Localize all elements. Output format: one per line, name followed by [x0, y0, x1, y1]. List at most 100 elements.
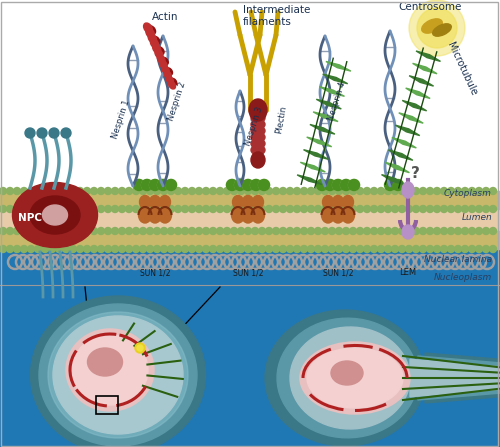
- Circle shape: [406, 228, 412, 235]
- Circle shape: [406, 187, 412, 194]
- Text: Nesprin 4: Nesprin 4: [326, 81, 347, 122]
- Circle shape: [392, 180, 404, 190]
- Circle shape: [137, 345, 143, 351]
- Ellipse shape: [42, 205, 68, 225]
- Ellipse shape: [300, 342, 410, 414]
- Circle shape: [230, 228, 237, 235]
- Circle shape: [76, 187, 84, 194]
- Circle shape: [350, 245, 356, 253]
- Ellipse shape: [162, 58, 168, 65]
- Circle shape: [104, 187, 112, 194]
- Circle shape: [252, 245, 258, 253]
- Circle shape: [370, 245, 378, 253]
- Polygon shape: [402, 101, 426, 111]
- Circle shape: [308, 245, 314, 253]
- Circle shape: [62, 187, 70, 194]
- Circle shape: [56, 245, 62, 253]
- Circle shape: [20, 245, 28, 253]
- Ellipse shape: [158, 207, 172, 223]
- Circle shape: [336, 245, 342, 253]
- Circle shape: [6, 187, 14, 194]
- Circle shape: [364, 187, 370, 194]
- Bar: [0, 191, 500, 209]
- Circle shape: [322, 245, 328, 253]
- Circle shape: [166, 180, 176, 190]
- Circle shape: [412, 245, 420, 253]
- Circle shape: [244, 187, 252, 194]
- Circle shape: [328, 187, 336, 194]
- Circle shape: [132, 245, 140, 253]
- Ellipse shape: [30, 296, 206, 447]
- Circle shape: [294, 228, 300, 235]
- Ellipse shape: [157, 55, 165, 63]
- Circle shape: [336, 187, 342, 194]
- Ellipse shape: [53, 316, 183, 434]
- Circle shape: [258, 206, 266, 212]
- Text: NPC: NPC: [18, 213, 42, 223]
- Circle shape: [440, 206, 448, 212]
- Circle shape: [490, 206, 496, 212]
- Circle shape: [140, 228, 146, 235]
- Circle shape: [210, 228, 216, 235]
- Ellipse shape: [30, 196, 80, 234]
- Circle shape: [118, 245, 126, 253]
- Circle shape: [28, 245, 34, 253]
- Circle shape: [426, 228, 434, 235]
- Circle shape: [20, 206, 28, 212]
- Circle shape: [350, 228, 356, 235]
- Circle shape: [118, 187, 126, 194]
- Circle shape: [294, 245, 300, 253]
- Circle shape: [174, 206, 182, 212]
- Circle shape: [104, 228, 112, 235]
- Circle shape: [168, 245, 174, 253]
- Circle shape: [48, 206, 56, 212]
- Circle shape: [70, 187, 76, 194]
- Circle shape: [258, 187, 266, 194]
- Circle shape: [370, 206, 378, 212]
- Polygon shape: [290, 327, 500, 429]
- Circle shape: [258, 180, 270, 190]
- Circle shape: [104, 206, 112, 212]
- Circle shape: [426, 245, 434, 253]
- Circle shape: [244, 228, 252, 235]
- Text: SUN 1/2: SUN 1/2: [323, 268, 353, 277]
- Circle shape: [252, 187, 258, 194]
- Circle shape: [300, 187, 308, 194]
- Circle shape: [25, 128, 35, 138]
- Circle shape: [84, 245, 90, 253]
- Circle shape: [272, 245, 280, 253]
- Circle shape: [412, 228, 420, 235]
- Circle shape: [104, 245, 112, 253]
- Circle shape: [0, 245, 6, 253]
- Circle shape: [188, 228, 196, 235]
- Circle shape: [348, 180, 360, 190]
- Circle shape: [90, 206, 98, 212]
- Circle shape: [174, 187, 182, 194]
- Bar: [0, 231, 500, 249]
- Circle shape: [336, 228, 342, 235]
- Circle shape: [308, 187, 314, 194]
- Circle shape: [202, 245, 209, 253]
- Circle shape: [468, 206, 475, 212]
- Ellipse shape: [251, 152, 265, 168]
- Circle shape: [238, 245, 244, 253]
- Circle shape: [166, 180, 176, 190]
- Circle shape: [42, 228, 48, 235]
- Circle shape: [154, 245, 160, 253]
- Circle shape: [34, 187, 42, 194]
- Circle shape: [84, 228, 90, 235]
- Circle shape: [174, 228, 182, 235]
- Circle shape: [34, 206, 42, 212]
- Circle shape: [398, 228, 406, 235]
- Circle shape: [370, 228, 378, 235]
- Circle shape: [182, 228, 188, 235]
- Circle shape: [342, 228, 349, 235]
- Ellipse shape: [242, 195, 254, 208]
- Circle shape: [316, 180, 328, 190]
- Circle shape: [294, 206, 300, 212]
- Circle shape: [322, 206, 328, 212]
- Ellipse shape: [232, 207, 244, 223]
- Circle shape: [462, 206, 468, 212]
- Circle shape: [238, 187, 244, 194]
- Circle shape: [210, 206, 216, 212]
